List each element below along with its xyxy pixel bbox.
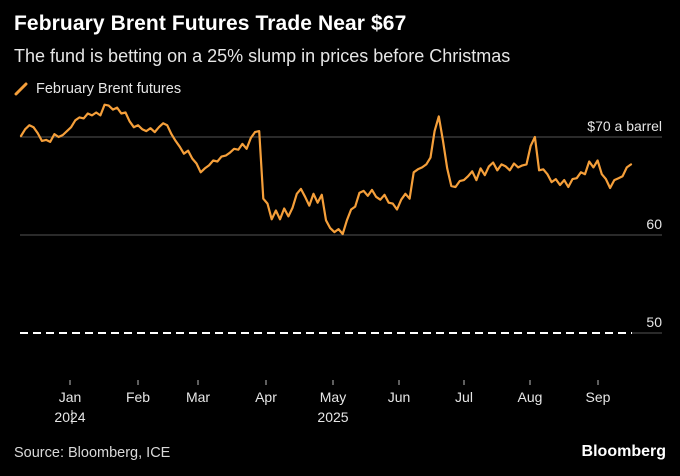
- y-tick-label: $70 a barrel: [587, 118, 662, 134]
- legend-swatch-icon: [14, 82, 28, 96]
- chart-subtitle: The fund is betting on a 25% slump in pr…: [14, 46, 511, 66]
- x-tick-label: Jan: [59, 389, 82, 405]
- source-note: Source: Bloomberg, ICE: [14, 445, 171, 461]
- x-tick-label: Jul: [455, 389, 473, 405]
- x-tick-label: Mar: [186, 389, 210, 405]
- x-tick-label: Sep: [586, 389, 611, 405]
- x-tick-label: Jun: [388, 389, 411, 405]
- legend: February Brent futures: [14, 81, 181, 97]
- y-tick-label: 60: [646, 216, 662, 232]
- brand-logo: Bloomberg: [581, 443, 666, 460]
- x-year-label: 2025: [317, 409, 348, 425]
- series-line-february-brent: [19, 103, 633, 236]
- chart-title: February Brent Futures Trade Near $67: [14, 12, 407, 35]
- legend-label: February Brent futures: [36, 81, 182, 97]
- x-tick-label: Feb: [126, 389, 150, 405]
- x-tick-label: Apr: [255, 389, 277, 405]
- y-tick-label: 50: [646, 314, 662, 330]
- x-tick-label: Aug: [518, 389, 543, 405]
- x-tick-label: May: [320, 389, 346, 405]
- x-year-label: 2024: [54, 409, 85, 425]
